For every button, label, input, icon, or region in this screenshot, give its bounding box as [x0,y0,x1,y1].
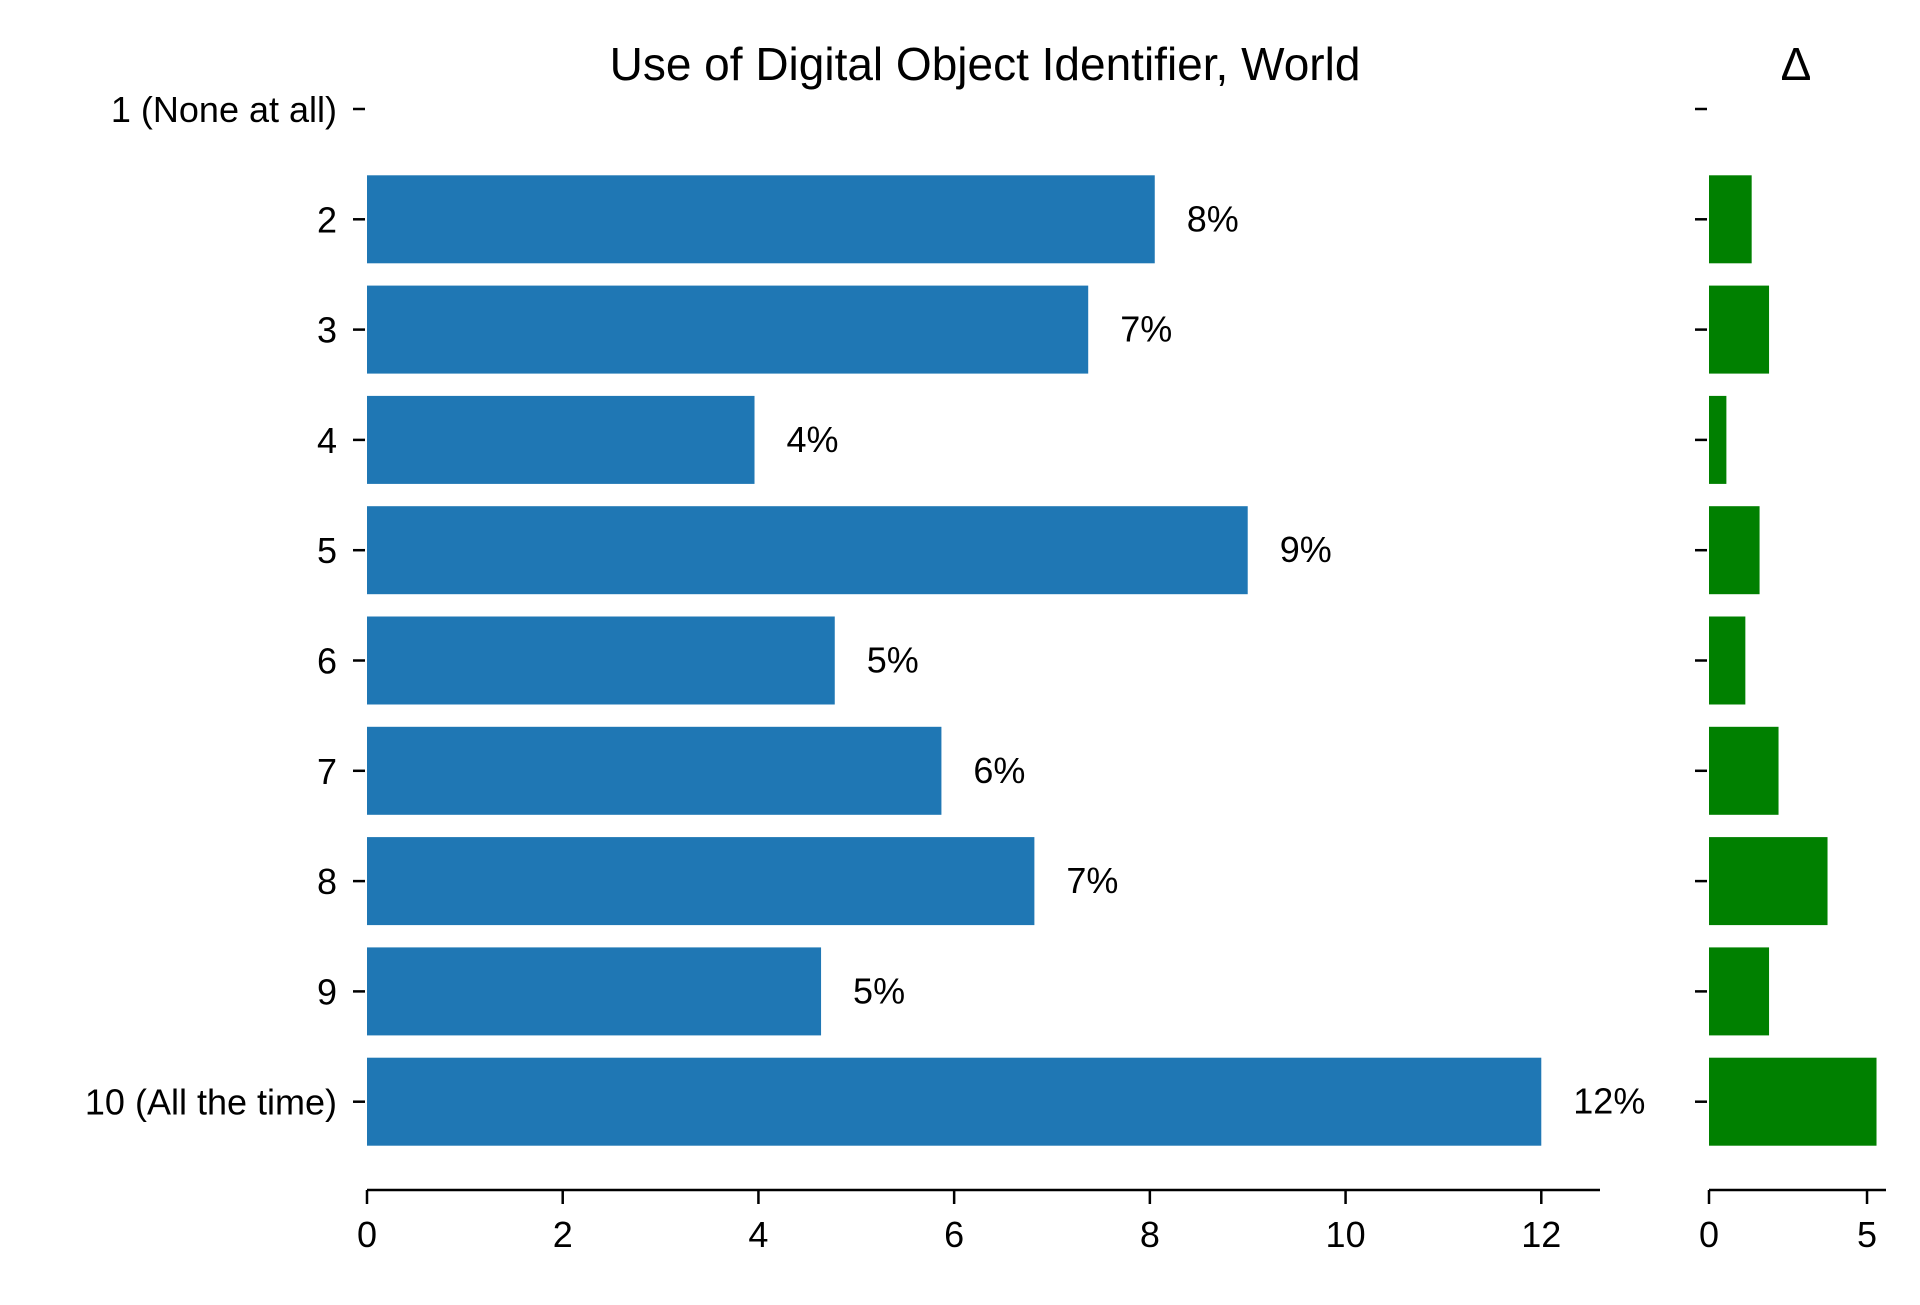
main-x-tick-label-2: 4 [748,1214,768,1255]
main-category-label-4: 5 [317,530,337,571]
main-data-label-4: 9% [1280,529,1332,570]
main-bar-8 [367,947,822,1036]
main-category-label-9: 10 (All the time) [85,1082,337,1123]
delta-bar-2 [1709,285,1770,374]
main-x-tick-label-3: 6 [944,1214,964,1255]
main-category-label-7: 8 [317,861,337,902]
delta-bar-3 [1709,395,1727,484]
main-bar-5 [367,616,835,705]
main-x-tick-label-6: 12 [1521,1214,1561,1255]
main-data-label-7: 7% [1066,860,1118,901]
delta-x-tick-label-1: 5 [1857,1214,1877,1255]
delta-x-tick-label-0: 0 [1699,1214,1719,1255]
main-data-label-3: 4% [787,419,839,460]
main-category-label-8: 9 [317,971,337,1012]
delta-chart-title: Δ [1781,38,1812,90]
delta-bar-5 [1709,616,1746,705]
main-data-label-6: 6% [973,750,1025,791]
main-category-label-3: 4 [317,420,337,461]
main-bar-1 [367,175,1155,264]
main-x-tick-label-5: 10 [1326,1214,1366,1255]
main-data-label-1: 8% [1187,198,1239,239]
main-category-label-5: 6 [317,641,337,682]
delta-bar-9 [1709,1057,1877,1146]
delta-bar-1 [1709,175,1752,264]
main-chart-title: Use of Digital Object Identifier, World [610,38,1361,90]
delta-bar-6 [1709,726,1779,815]
main-bar-plot: 1 (None at all) 2 3 4 5 6 7 8 9 10 (All the time)… [85,89,1645,1255]
delta-bar-7 [1709,837,1828,926]
main-bar-4 [367,506,1248,595]
main-category-label-0: 1 (None at all) [111,89,337,130]
main-data-label-2: 7% [1120,309,1172,350]
main-data-label-9: 12% [1573,1081,1645,1122]
main-x-tick-label-1: 2 [553,1214,573,1255]
main-category-label-6: 7 [317,751,337,792]
delta-bar-8 [1709,947,1770,1036]
main-bar-6 [367,726,942,815]
main-category-label-1: 2 [317,199,337,240]
main-bar-9 [367,1057,1542,1146]
main-bar-3 [367,395,755,484]
main-data-label-5: 5% [867,640,919,681]
main-data-label-8: 5% [853,970,905,1011]
delta-bar-4 [1709,506,1760,595]
main-bar-2 [367,285,1089,374]
main-bar-7 [367,837,1035,926]
main-x-tick-label-0: 0 [357,1214,377,1255]
main-x-tick-label-4: 8 [1140,1214,1160,1255]
main-category-label-2: 3 [317,310,337,351]
